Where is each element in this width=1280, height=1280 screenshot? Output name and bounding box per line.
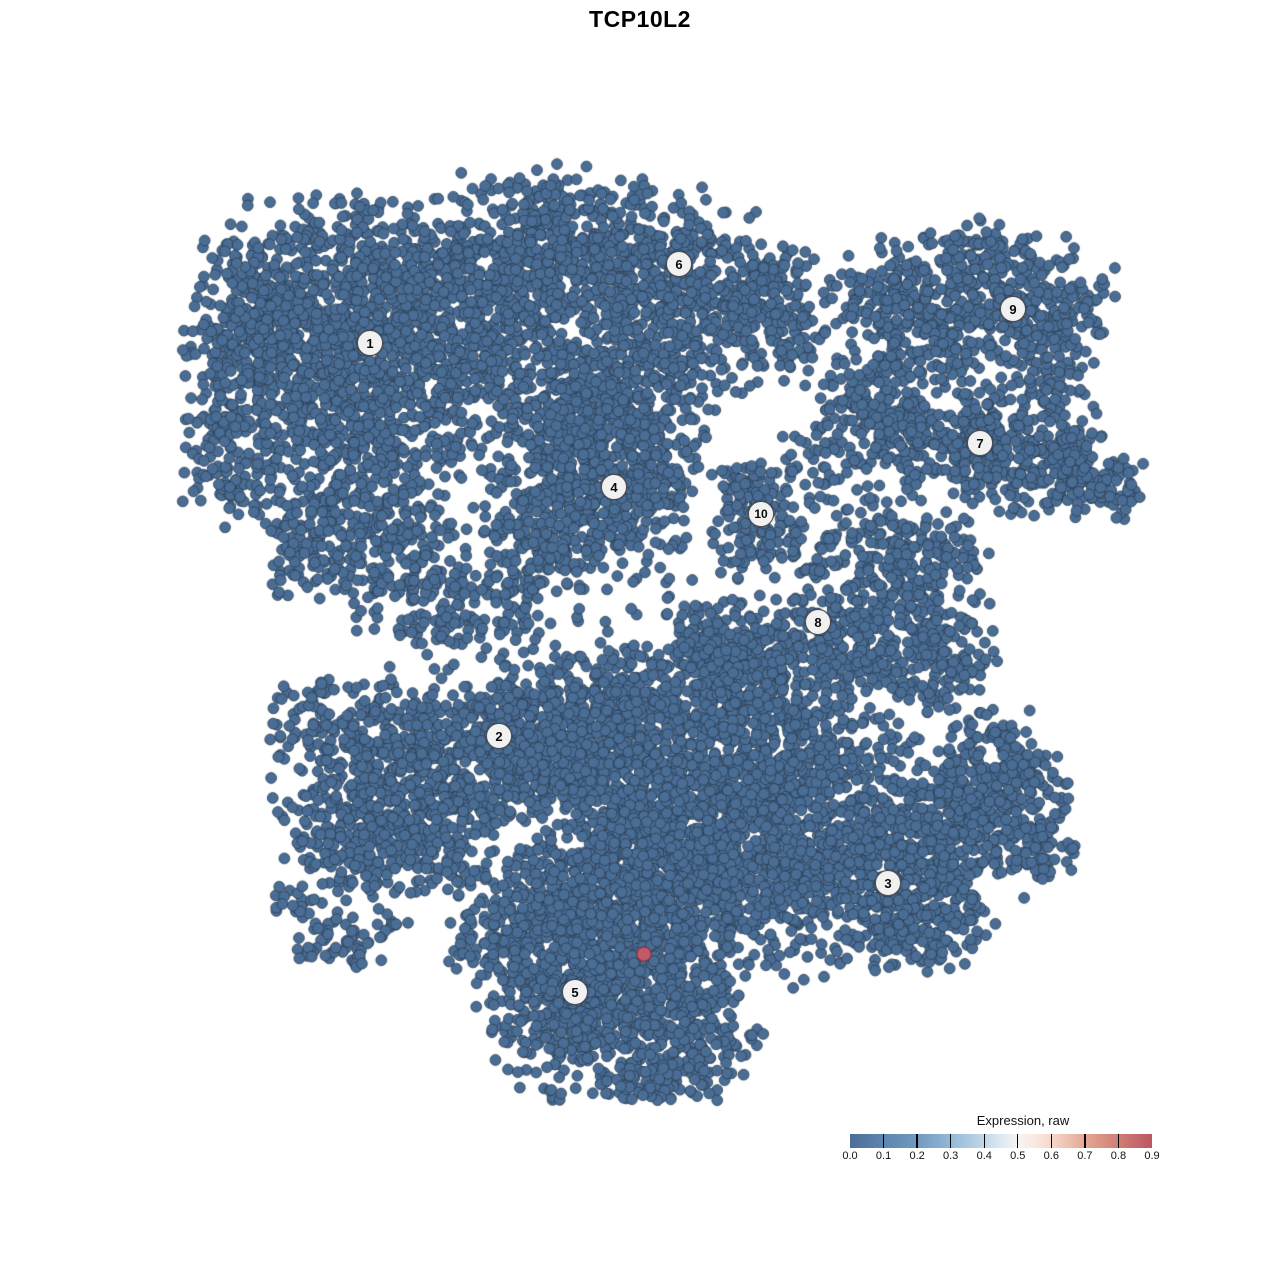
- cluster-label-10: 10: [748, 501, 774, 527]
- cluster-label-1: 1: [357, 330, 383, 356]
- cluster-label-8: 8: [805, 609, 831, 635]
- cluster-label-5: 5: [562, 979, 588, 1005]
- cluster-label-3: 3: [875, 870, 901, 896]
- cluster-label-7: 7: [967, 430, 993, 456]
- cluster-label-4: 4: [601, 474, 627, 500]
- cluster-label-6: 6: [666, 251, 692, 277]
- cluster-label-9: 9: [1000, 296, 1026, 322]
- cluster-label-2: 2: [486, 723, 512, 749]
